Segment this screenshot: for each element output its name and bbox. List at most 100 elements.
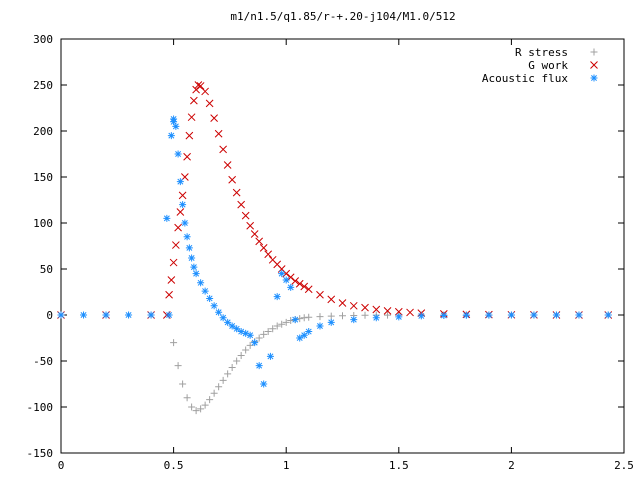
- data-point: [350, 316, 358, 324]
- data-point: [361, 311, 369, 319]
- series-acoustic-flux: [57, 115, 612, 388]
- y-tick-label: -50: [33, 355, 53, 368]
- data-point: [295, 279, 304, 288]
- data-point: [176, 178, 184, 186]
- data-point: [178, 191, 187, 200]
- data-point: [181, 219, 189, 227]
- data-point: [273, 293, 281, 301]
- legend-marker: [590, 48, 598, 56]
- data-point: [259, 243, 268, 252]
- data-point: [282, 318, 290, 326]
- x-tick-label: 1: [283, 459, 290, 472]
- x-tick-label: 0: [58, 459, 65, 472]
- data-point: [206, 294, 214, 302]
- data-point: [219, 314, 227, 322]
- data-point: [185, 131, 194, 140]
- data-point: [552, 311, 560, 319]
- data-point: [174, 150, 182, 158]
- data-point: [214, 129, 223, 138]
- series-r-stress: [57, 311, 612, 415]
- data-point: [255, 362, 263, 370]
- data-point: [282, 276, 290, 284]
- data-point: [196, 82, 205, 90]
- data-point: [171, 241, 180, 249]
- x-tick-label: 2: [508, 459, 515, 472]
- data-point: [197, 405, 205, 413]
- series-g-work: [57, 81, 613, 319]
- data-point: [339, 312, 346, 320]
- y-tick-label: 300: [33, 33, 53, 46]
- data-point: [172, 122, 180, 130]
- data-point: [190, 263, 198, 271]
- x-tick-label: 0.5: [164, 459, 184, 472]
- data-point: [201, 287, 209, 295]
- data-point: [296, 315, 304, 323]
- data-point: [125, 311, 133, 319]
- data-point: [287, 283, 295, 291]
- series-layer: [57, 81, 613, 415]
- data-point: [395, 313, 403, 321]
- data-point: [183, 233, 191, 241]
- data-point: [291, 316, 299, 324]
- data-point: [260, 330, 268, 338]
- data-point: [278, 270, 286, 278]
- data-point: [192, 407, 200, 415]
- data-point: [176, 208, 185, 216]
- data-point: [327, 312, 335, 320]
- data-point: [233, 357, 241, 365]
- data-point: [174, 362, 182, 370]
- legend-label: R stress: [515, 46, 568, 59]
- data-point: [185, 244, 193, 252]
- data-point: [242, 329, 250, 337]
- data-point: [224, 370, 232, 378]
- data-point: [300, 331, 308, 339]
- data-point: [440, 311, 448, 319]
- data-point: [287, 317, 295, 325]
- data-point: [264, 328, 272, 336]
- axes: 0 0.5 1 1.5 2 2.5 -150 -100 -50 0 50 100 150 200 250 30…: [27, 33, 634, 472]
- data-point: [273, 322, 281, 330]
- data-point: [188, 403, 196, 411]
- data-point: [197, 279, 205, 287]
- data-point: [165, 311, 173, 319]
- data-point: [327, 295, 336, 304]
- data-point: [167, 132, 175, 140]
- data-point: [316, 290, 324, 299]
- data-point: [210, 389, 218, 397]
- data-point: [183, 152, 191, 161]
- data-point: [266, 352, 274, 360]
- data-point: [179, 380, 187, 388]
- data-point: [210, 302, 218, 310]
- data-point: [232, 188, 241, 197]
- data-point: [462, 311, 470, 319]
- data-point: [167, 276, 176, 284]
- data-point: [192, 270, 200, 278]
- data-point: [406, 308, 414, 317]
- data-point: [192, 85, 200, 94]
- data-point: [80, 311, 88, 319]
- data-point: [246, 221, 255, 230]
- legend-marker: [590, 74, 598, 82]
- data-point: [170, 115, 178, 123]
- data-point: [250, 230, 259, 238]
- y-tick-label: 150: [33, 171, 53, 184]
- data-point: [206, 396, 214, 404]
- y-tick-label: 250: [33, 79, 53, 92]
- data-point: [237, 200, 246, 209]
- data-point: [384, 311, 392, 319]
- x-tick-label: 1.5: [389, 459, 409, 472]
- data-point: [485, 311, 493, 319]
- data-point: [242, 346, 250, 354]
- y-tick-label: -150: [27, 447, 54, 460]
- data-point: [251, 339, 259, 347]
- y-tick-label: -100: [27, 401, 54, 414]
- data-point: [349, 301, 358, 310]
- y-tick-label: 200: [33, 125, 53, 138]
- y-tick-label: 100: [33, 217, 53, 230]
- data-point: [604, 311, 612, 319]
- data-point: [205, 99, 214, 108]
- data-point: [296, 334, 304, 342]
- data-point: [361, 303, 369, 312]
- data-point: [269, 325, 277, 333]
